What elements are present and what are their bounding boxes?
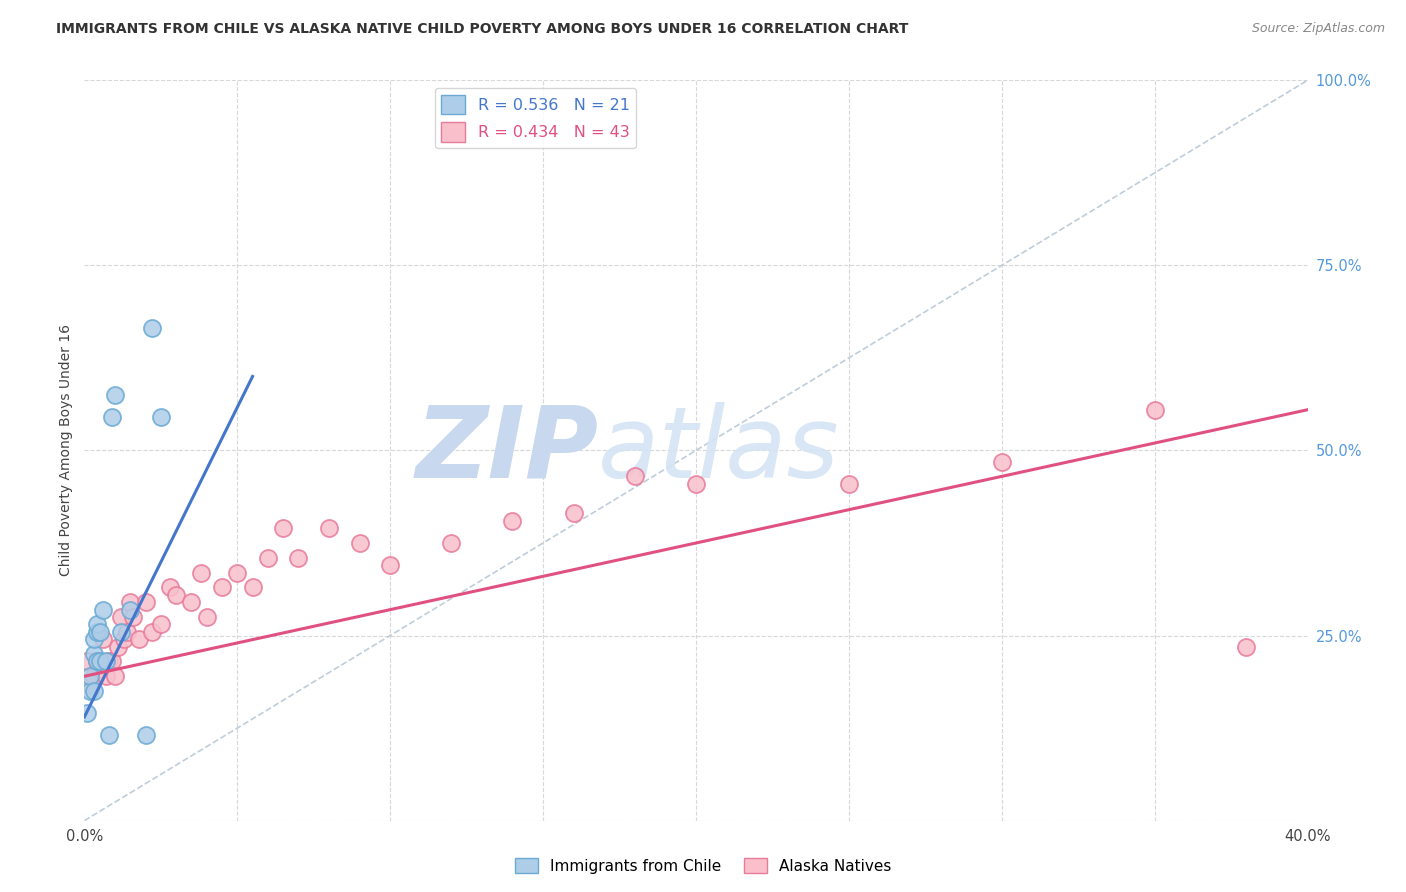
Point [149,410,172,425]
Point [94,669,117,683]
Point [110,624,132,639]
Point [115,624,138,639]
Point [440,536,463,550]
Point [122,610,145,624]
Point [83,647,105,661]
Point [89,662,111,676]
Y-axis label: Child Poverty Among Boys Under 16: Child Poverty Among Boys Under 16 [59,325,73,576]
Point [86,624,108,639]
Point [83,669,105,683]
Point [91,602,114,616]
Point [1236,640,1258,654]
Point [165,588,187,602]
Point [110,610,132,624]
Point [91,632,114,647]
Point [159,581,181,595]
Text: Source: ZipAtlas.com: Source: ZipAtlas.com [1251,22,1385,36]
Point [83,684,105,698]
Text: ZIP: ZIP [415,402,598,499]
Point [120,602,142,616]
Point [257,550,280,565]
Point [97,729,120,743]
Legend: Immigrants from Chile, Alaska Natives: Immigrants from Chile, Alaska Natives [509,852,897,880]
Point [685,476,707,491]
Point [991,454,1014,468]
Point [502,514,524,528]
Point [226,566,249,580]
Point [562,507,585,521]
Point [141,321,163,335]
Point [112,632,135,647]
Point [135,595,157,609]
Point [242,581,264,595]
Point [101,655,124,669]
Point [149,617,172,632]
Point [349,536,371,550]
Point [97,655,120,669]
Point [76,655,98,669]
Point [141,624,163,639]
Point [287,550,309,565]
Point [79,676,101,690]
Point [211,581,233,595]
Point [86,655,108,669]
Point [120,595,142,609]
Point [86,655,108,669]
Point [104,388,127,402]
Point [128,632,150,647]
Text: atlas: atlas [598,402,839,499]
Point [195,610,218,624]
Point [101,410,124,425]
Point [190,566,212,580]
Point [89,624,111,639]
Point [83,632,105,647]
Point [838,476,860,491]
Point [271,521,294,535]
Point [624,469,647,483]
Point [94,655,117,669]
Point [86,617,108,632]
Point [79,684,101,698]
Point [76,706,98,721]
Point [104,669,127,683]
Point [318,521,340,535]
Point [107,640,129,654]
Point [79,669,101,683]
Point [380,558,402,573]
Legend: R = 0.536   N = 21, R = 0.434   N = 43: R = 0.536 N = 21, R = 0.434 N = 43 [434,88,637,148]
Text: IMMIGRANTS FROM CHILE VS ALASKA NATIVE CHILD POVERTY AMONG BOYS UNDER 16 CORRELA: IMMIGRANTS FROM CHILE VS ALASKA NATIVE C… [56,22,908,37]
Point [135,729,157,743]
Point [89,655,111,669]
Point [180,595,202,609]
Point [1143,402,1166,417]
